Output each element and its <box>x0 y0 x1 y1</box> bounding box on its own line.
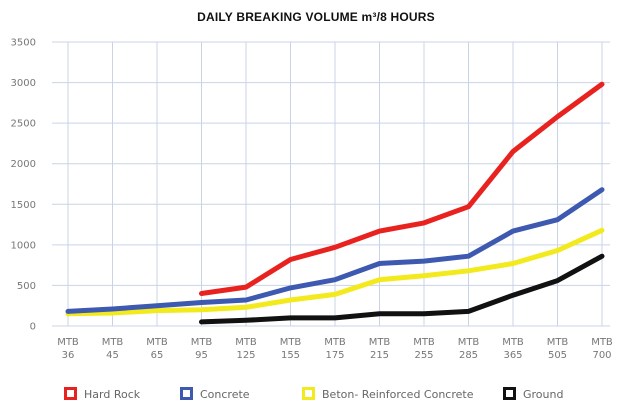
x-tick-label: MTB 285 <box>458 337 480 361</box>
x-tick-label: MTB 505 <box>547 337 569 361</box>
series-line-hard-rock <box>199 81 605 296</box>
x-tick-label: MTB 255 <box>413 337 435 361</box>
x-tick-label: MTB 45 <box>102 337 124 361</box>
x-tick-label-prefix: MTB <box>502 337 524 348</box>
x-tick-label-prefix: MTB <box>547 337 569 348</box>
x-tick-label: MTB 65 <box>146 337 168 361</box>
x-tick-label: MTB 36 <box>57 337 79 361</box>
x-tick-label-size: 255 <box>414 350 433 361</box>
y-tick-label: 3000 <box>11 78 36 89</box>
x-tick-label-size: 505 <box>548 350 567 361</box>
x-tick-label-prefix: MTB <box>369 337 391 348</box>
legend-label: Beton- Reinforced Concrete <box>322 388 474 401</box>
x-tick-label: MTB 125 <box>235 337 257 361</box>
x-tick-label-prefix: MTB <box>235 337 257 348</box>
series-line-concrete <box>65 187 605 314</box>
x-tick-label-prefix: MTB <box>458 337 480 348</box>
x-tick-label: MTB 95 <box>191 337 213 361</box>
y-tick-label: 2000 <box>11 159 36 170</box>
legend-swatch <box>64 387 77 400</box>
x-tick-label-prefix: MTB <box>280 337 302 348</box>
x-tick-label: MTB 700 <box>591 337 613 361</box>
x-tick-label: MTB 155 <box>280 337 302 361</box>
y-tick-label: 0 <box>30 322 36 333</box>
legend-swatch <box>302 387 315 400</box>
legend-swatch <box>180 387 193 400</box>
legend-label: Concrete <box>200 388 250 401</box>
y-tick-label: 500 <box>17 281 36 292</box>
x-tick-label-prefix: MTB <box>324 337 346 348</box>
x-tick-label-size: 125 <box>236 350 255 361</box>
x-tick-label: MTB 175 <box>324 337 346 361</box>
x-tick-label-prefix: MTB <box>146 337 168 348</box>
x-tick-label-size: 215 <box>370 350 389 361</box>
x-tick-label: MTB 215 <box>369 337 391 361</box>
x-tick-label-prefix: MTB <box>102 337 124 348</box>
x-tick-label-size: 95 <box>195 350 208 361</box>
x-tick-label-size: 365 <box>503 350 522 361</box>
y-tick-label: 1000 <box>11 240 36 251</box>
x-tick-label-size: 65 <box>151 350 164 361</box>
series-line-ground <box>199 253 605 325</box>
x-tick-label-size: 285 <box>459 350 478 361</box>
x-tick-label-size: 155 <box>281 350 300 361</box>
x-tick-label-prefix: MTB <box>591 337 613 348</box>
x-tick-label-size: 36 <box>62 350 75 361</box>
chart-title: DAILY BREAKING VOLUME m³/8 HOURS <box>197 10 435 24</box>
y-tick-label: 1500 <box>11 200 36 211</box>
legend-swatch <box>503 387 516 400</box>
grid <box>52 41 610 327</box>
legend: Hard Rock Concrete Beton- Reinforced Concr… <box>64 387 563 401</box>
x-tick-label-prefix: MTB <box>191 337 213 348</box>
x-tick-label-size: 700 <box>592 350 611 361</box>
y-axis-ticks: 0 500 1000 1500 2000 2500 3000 3500 <box>11 38 36 333</box>
y-tick-label: 3500 <box>11 38 36 49</box>
x-tick-label: MTB 365 <box>502 337 524 361</box>
x-tick-label-prefix: MTB <box>413 337 435 348</box>
x-tick-label-size: 175 <box>325 350 344 361</box>
x-tick-label-prefix: MTB <box>57 337 79 348</box>
legend-label: Ground <box>523 388 563 401</box>
legend-label: Hard Rock <box>84 388 141 401</box>
x-tick-label-size: 45 <box>106 350 119 361</box>
series-lines <box>65 81 605 325</box>
y-tick-label: 2500 <box>11 119 36 130</box>
series-line-beton-reinforced-concrete <box>65 227 605 317</box>
